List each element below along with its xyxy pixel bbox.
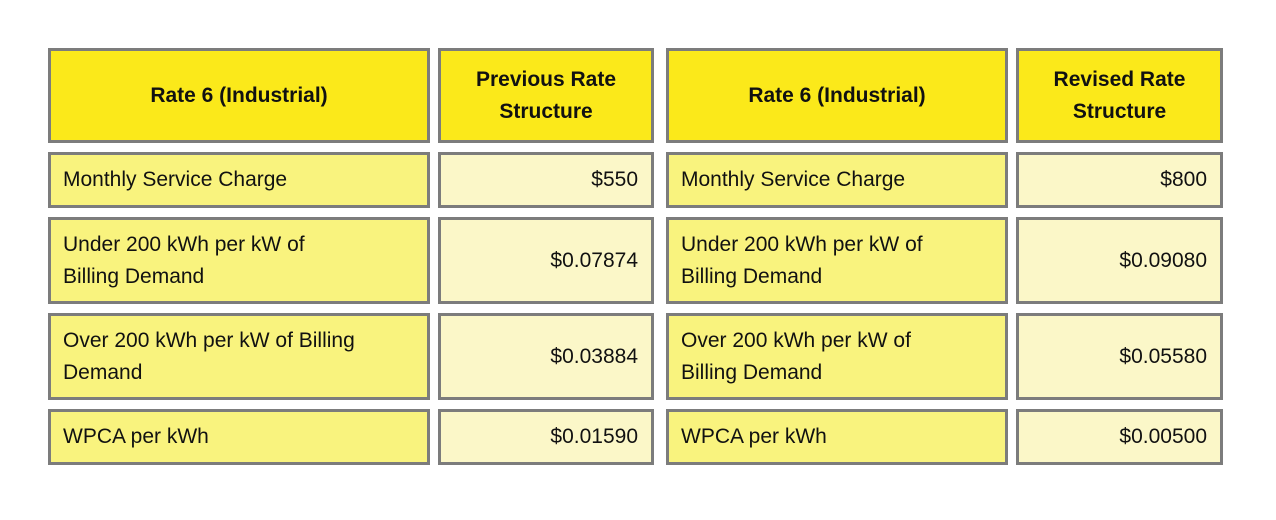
revised-rate-structure-header: Revised Rate Structure [1016, 48, 1223, 143]
revised-monthly-service-charge-label: Monthly Service Charge [666, 152, 1008, 208]
previous-over-200-kwh-label: Over 200 kWh per kW of Billing Demand [48, 313, 430, 400]
revised-over-200-kwh-value: $0.05580 [1016, 313, 1223, 400]
previous-under-200-kwh-label: Under 200 kWh per kW of Billing Demand [48, 217, 430, 304]
previous-rate-table: Rate 6 (Industrial) Previous Rate Struct… [48, 48, 654, 465]
previous-monthly-service-charge-value: $550 [438, 152, 654, 208]
previous-wpca-value: $0.01590 [438, 409, 654, 465]
previous-rate-structure-header: Previous Rate Structure [438, 48, 654, 143]
revised-rate-table: Rate 6 (Industrial) Revised Rate Structu… [666, 48, 1223, 465]
previous-over-200-kwh-value: $0.03884 [438, 313, 654, 400]
revised-under-200-kwh-label: Under 200 kWh per kW of Billing Demand [666, 217, 1008, 304]
previous-wpca-label: WPCA per kWh [48, 409, 430, 465]
revised-monthly-service-charge-value: $800 [1016, 152, 1223, 208]
revised-wpca-label: WPCA per kWh [666, 409, 1008, 465]
rate-comparison-tables: Rate 6 (Industrial) Previous Rate Struct… [48, 48, 1223, 465]
previous-monthly-service-charge-label: Monthly Service Charge [48, 152, 430, 208]
previous-table-title-header: Rate 6 (Industrial) [48, 48, 430, 143]
revised-under-200-kwh-value: $0.09080 [1016, 217, 1223, 304]
revised-wpca-value: $0.00500 [1016, 409, 1223, 465]
revised-over-200-kwh-label: Over 200 kWh per kW of Billing Demand [666, 313, 1008, 400]
revised-table-title-header: Rate 6 (Industrial) [666, 48, 1008, 143]
previous-under-200-kwh-value: $0.07874 [438, 217, 654, 304]
